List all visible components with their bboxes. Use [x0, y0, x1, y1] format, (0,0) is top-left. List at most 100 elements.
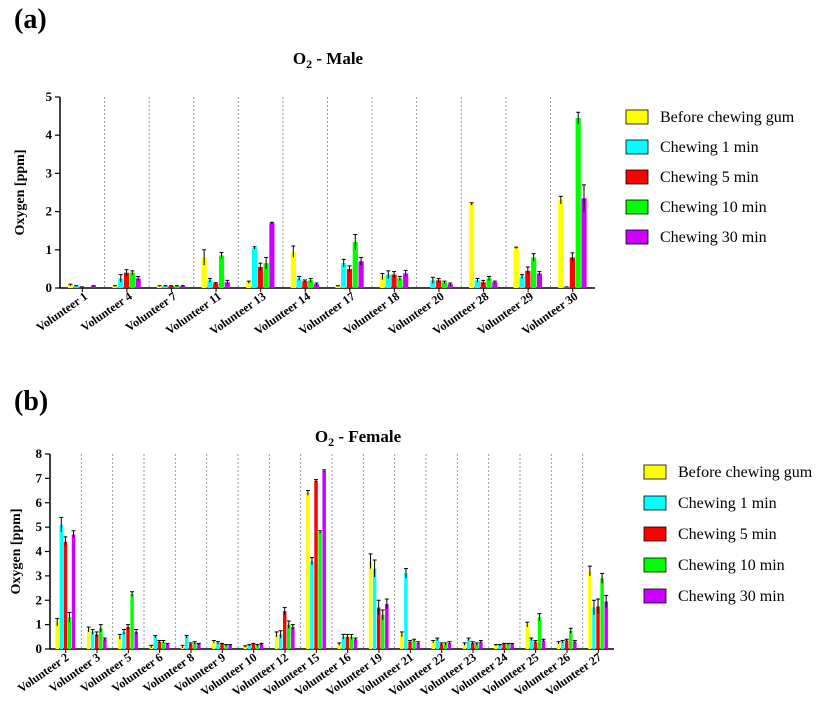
bar	[525, 270, 531, 288]
y-tick-label: 1	[36, 617, 43, 632]
bar	[126, 627, 130, 649]
bar	[506, 644, 510, 649]
bar	[439, 644, 444, 649]
y-tick-label: 6	[36, 495, 43, 510]
legend-swatch	[643, 588, 667, 604]
bar	[257, 266, 263, 288]
chart-title: O2 - Female	[315, 427, 402, 449]
bar	[531, 257, 537, 288]
bar	[569, 630, 573, 649]
bar	[486, 278, 492, 288]
bar	[575, 118, 581, 288]
y-tick-label: 5	[36, 519, 43, 534]
bar	[385, 603, 389, 649]
bar	[255, 645, 260, 649]
legend-swatch	[625, 169, 649, 185]
bar	[274, 634, 279, 649]
y-tick-label: 5	[46, 89, 53, 104]
bar	[59, 524, 64, 649]
legend-swatch	[625, 199, 649, 215]
bar	[569, 257, 576, 288]
bar	[224, 282, 230, 288]
bar	[212, 641, 216, 649]
bar	[341, 263, 347, 288]
bar	[296, 278, 302, 288]
bar	[416, 642, 420, 649]
bar	[435, 639, 440, 649]
bar	[447, 642, 452, 649]
bar	[161, 641, 166, 649]
bar	[282, 611, 287, 649]
bar	[123, 272, 130, 288]
bar	[381, 614, 385, 649]
y-tick-label: 0	[46, 280, 53, 295]
bar	[174, 286, 180, 288]
bar	[560, 641, 565, 649]
legend-swatch	[625, 139, 649, 155]
bar	[291, 627, 295, 649]
bar	[502, 644, 506, 649]
bar	[165, 644, 170, 649]
legend-label: Before chewing gum	[678, 464, 813, 481]
bar	[492, 282, 498, 288]
bar	[308, 280, 314, 288]
legend-label: Chewing 10 min	[660, 199, 767, 216]
bar	[376, 607, 381, 649]
bar	[118, 636, 122, 649]
bar	[67, 284, 73, 288]
bar	[290, 251, 296, 288]
bar	[441, 282, 448, 288]
y-tick-label: 3	[46, 165, 53, 180]
legend-swatch	[643, 526, 667, 542]
bar	[251, 247, 258, 288]
y-tick-label: 2	[36, 592, 43, 607]
bar	[379, 276, 386, 288]
bar	[494, 645, 498, 649]
bar	[112, 286, 118, 288]
bar	[216, 642, 220, 649]
bar	[436, 280, 442, 288]
bar	[353, 639, 358, 649]
bar	[341, 636, 346, 649]
bar	[118, 278, 124, 288]
bar	[391, 274, 397, 288]
bar	[397, 278, 403, 288]
bar	[537, 617, 542, 649]
bar	[604, 601, 608, 649]
bar	[67, 617, 72, 649]
legend-label: Chewing 1 min	[678, 495, 777, 512]
y-tick-label: 1	[46, 242, 53, 257]
bar	[157, 641, 162, 649]
bar	[600, 578, 604, 649]
bar	[529, 639, 534, 649]
bar	[218, 255, 225, 288]
bar	[228, 645, 232, 649]
bar	[556, 642, 561, 649]
bar	[310, 561, 314, 649]
bar	[134, 631, 138, 649]
panel-label-a: (a)	[14, 4, 47, 35]
legend-label: Chewing 10 min	[678, 557, 785, 574]
bar	[153, 636, 158, 649]
bar	[474, 280, 481, 288]
legend-label: Chewing 5 min	[678, 526, 777, 543]
bar	[224, 645, 228, 649]
bar	[588, 571, 592, 649]
bar	[510, 644, 514, 649]
legend-label: Chewing 30 min	[678, 588, 785, 605]
bar	[412, 640, 416, 649]
bar	[573, 641, 577, 649]
bar	[525, 624, 529, 649]
legend-label: Chewing 1 min	[660, 139, 759, 156]
bar	[259, 644, 264, 649]
bar	[430, 280, 436, 288]
y-tick-label: 2	[46, 204, 53, 219]
bar	[400, 634, 404, 649]
bar	[352, 242, 358, 288]
bar	[349, 636, 354, 649]
bar	[313, 284, 320, 288]
bar	[322, 471, 326, 649]
bar	[188, 644, 193, 649]
bar	[63, 541, 68, 649]
